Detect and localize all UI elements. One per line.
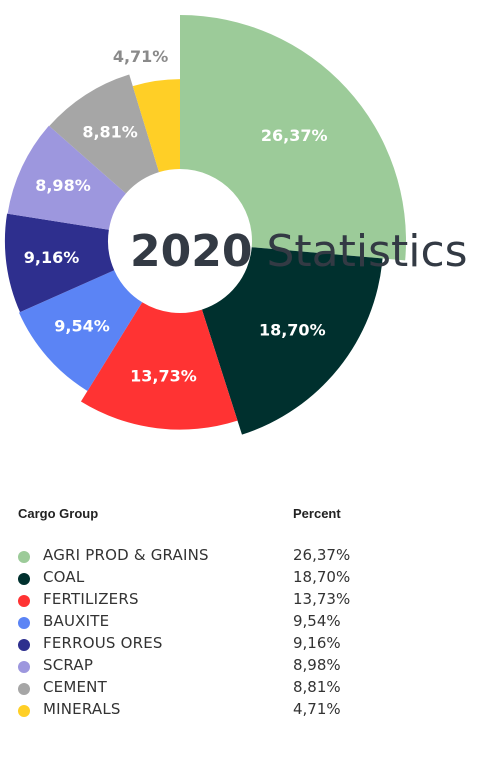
slice-label: 13,73% xyxy=(130,366,197,385)
legend-dot-icon xyxy=(18,595,30,607)
row-percent: 8,98% xyxy=(293,656,341,674)
row-cargo-name: MINERALS xyxy=(43,700,121,718)
slice-label: 9,16% xyxy=(24,248,80,267)
slice-label: 9,54% xyxy=(54,317,110,336)
legend-dot-icon xyxy=(18,617,30,629)
row-percent: 9,54% xyxy=(293,612,341,630)
row-percent: 4,71% xyxy=(293,700,341,718)
slice-label: 4,71% xyxy=(113,47,169,66)
row-cargo-name: BAUXITE xyxy=(43,612,110,630)
row-cargo-name: SCRAP xyxy=(43,656,94,674)
row-percent: 8,81% xyxy=(293,678,341,696)
row-percent: 9,16% xyxy=(293,634,341,652)
slice-agri-prod-grains xyxy=(180,15,406,261)
table-row: BAUXITE 9,54% xyxy=(18,612,458,634)
table-row: MINERALS 4,71% xyxy=(18,700,458,722)
legend-dot-icon xyxy=(18,573,30,585)
slice-scrap xyxy=(7,125,126,230)
legend-dot-icon xyxy=(18,661,30,673)
table-row: AGRI PROD & GRAINS 26,37% xyxy=(18,546,458,568)
donut-chart: 26,37% 18,70% 13,73% 9,54% 9,16% 8,98% 8,81% 4,… xyxy=(4,15,406,435)
slice-label: 18,70% xyxy=(259,321,326,340)
legend-dot-icon xyxy=(18,705,30,717)
row-percent: 18,70% xyxy=(293,568,351,586)
table-row: FERTILIZERS 13,73% xyxy=(18,590,458,612)
slice-label: 8,81% xyxy=(82,123,138,142)
row-percent: 13,73% xyxy=(293,590,351,608)
header-cargo-group: Cargo Group xyxy=(18,506,99,521)
legend-dot-icon xyxy=(18,639,30,651)
slice-minerals xyxy=(132,79,180,173)
title-word: Statistics xyxy=(266,226,468,277)
chart-title: 2020 Statistics xyxy=(130,222,468,282)
slice-label: 26,37% xyxy=(261,126,328,145)
row-cargo-name: COAL xyxy=(43,568,85,586)
table-row: SCRAP 8,98% xyxy=(18,656,458,678)
slice-label: 8,98% xyxy=(35,176,91,195)
table-row: FERROUS ORES 9,16% xyxy=(18,634,458,656)
row-cargo-name: FERTILIZERS xyxy=(43,590,139,608)
legend-dot-icon xyxy=(18,551,30,563)
slice-coal xyxy=(201,247,383,435)
header-percent: Percent xyxy=(293,506,341,521)
row-cargo-name: FERROUS ORES xyxy=(43,634,163,652)
slice-bauxite xyxy=(18,270,143,391)
row-percent: 26,37% xyxy=(293,546,351,564)
row-cargo-name: AGRI PROD & GRAINS xyxy=(43,546,209,564)
slice-ferrous-ores xyxy=(4,213,115,313)
table-row: CEMENT 8,81% xyxy=(18,678,458,700)
slice-cement xyxy=(49,74,160,194)
slice-fertilizers xyxy=(80,302,238,430)
table-row: COAL 18,70% xyxy=(18,568,458,590)
legend-dot-icon xyxy=(18,683,30,695)
title-year: 2020 xyxy=(130,226,253,277)
row-cargo-name: CEMENT xyxy=(43,678,107,696)
